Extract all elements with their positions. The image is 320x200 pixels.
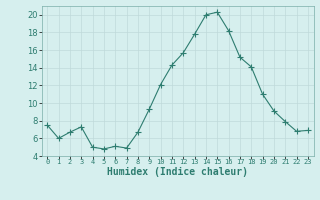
X-axis label: Humidex (Indice chaleur): Humidex (Indice chaleur) [107,167,248,177]
